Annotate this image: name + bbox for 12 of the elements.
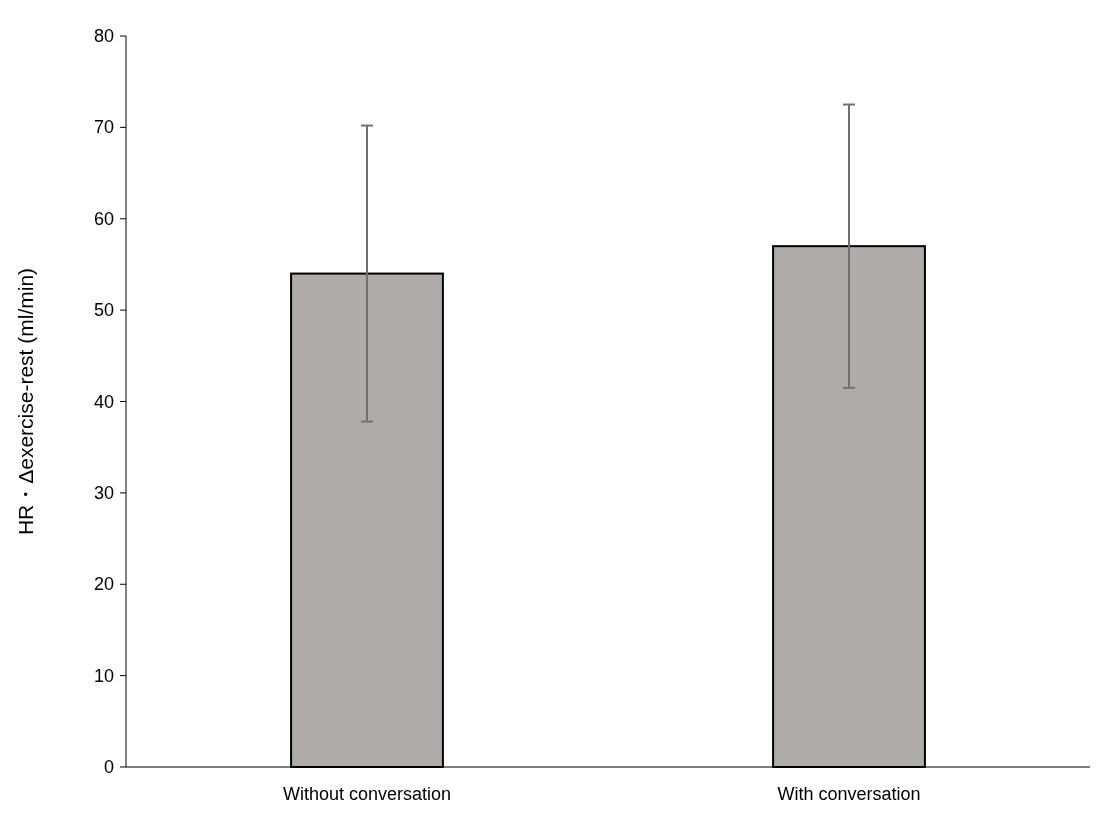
ytick-label: 80 — [93, 26, 114, 46]
ytick-label: 0 — [104, 757, 114, 777]
ytick-label: 10 — [93, 665, 114, 686]
ytick-label: 20 — [93, 574, 114, 595]
ytick-label: 50 — [93, 300, 114, 321]
ytick-label: 40 — [93, 391, 114, 412]
ylabel: HR・Δexercise-rest (ml/min) — [14, 267, 37, 536]
category-label: Without conversation — [282, 784, 452, 804]
category-label: With conversation — [777, 784, 921, 804]
ytick-label: 60 — [93, 208, 114, 229]
ytick-label: 30 — [93, 482, 114, 503]
ytick-label: 70 — [93, 117, 114, 138]
